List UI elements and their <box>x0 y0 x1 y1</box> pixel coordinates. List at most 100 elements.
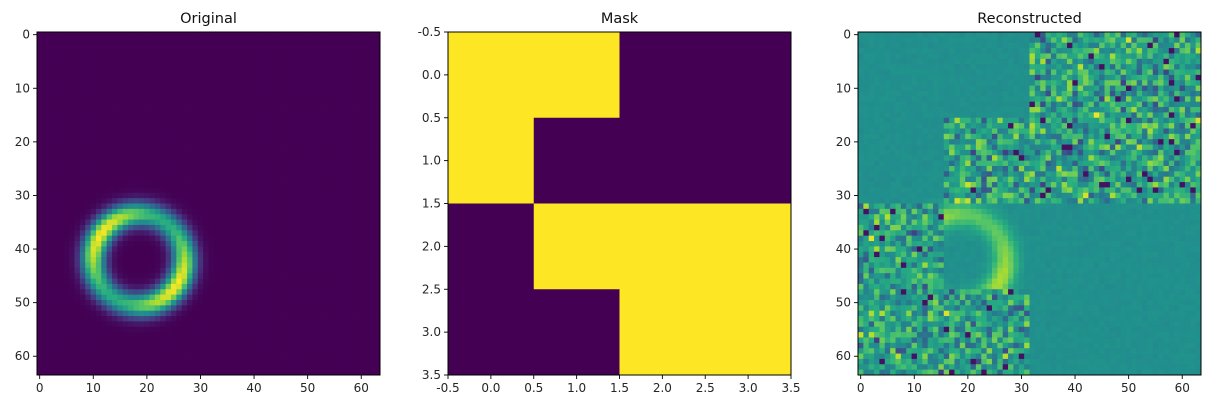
heatmap-cell <box>219 80 225 86</box>
heatmap-cell <box>37 107 43 113</box>
heatmap-cell <box>79 326 86 333</box>
heatmap-cell <box>315 144 322 151</box>
heatmap-cell <box>197 273 204 279</box>
heatmap-cell <box>256 278 263 285</box>
heatmap-cell <box>1040 53 1046 60</box>
heatmap-cell <box>229 171 236 178</box>
heatmap-cell <box>85 235 91 242</box>
heatmap-cell <box>927 37 934 44</box>
heatmap-cell <box>176 69 183 76</box>
heatmap-cell <box>331 187 338 194</box>
heatmap-cell <box>288 133 295 140</box>
heatmap-cell <box>1056 80 1063 86</box>
heatmap-cell <box>181 32 188 38</box>
heatmap-cell <box>192 176 199 183</box>
heatmap-cell <box>160 171 167 178</box>
heatmap-cell <box>299 342 306 349</box>
heatmap-cell <box>154 219 161 226</box>
heatmap-cell <box>331 273 338 279</box>
heatmap-cell <box>331 321 338 328</box>
heatmap-cell <box>970 85 977 92</box>
heatmap-cell <box>181 123 188 129</box>
heatmap-cell <box>170 139 177 145</box>
heatmap-cell <box>1040 74 1046 81</box>
heatmap-cell <box>369 214 376 220</box>
heatmap-cell <box>197 74 204 81</box>
heatmap-cell <box>219 48 225 54</box>
heatmap-cell <box>219 305 225 312</box>
heatmap-cell <box>144 342 150 349</box>
heatmap-cell <box>235 42 242 49</box>
heatmap-cell <box>256 241 263 247</box>
heatmap-cell <box>1002 37 1009 44</box>
heatmap-cell <box>170 32 177 38</box>
heatmap-cell <box>117 305 124 312</box>
heatmap-cell <box>294 305 301 312</box>
heatmap-cell <box>240 149 247 156</box>
heatmap-cell <box>213 64 220 70</box>
heatmap-cell <box>251 160 258 167</box>
heatmap-cell <box>224 64 231 70</box>
heatmap-cell <box>138 283 145 290</box>
heatmap-cell <box>363 149 370 156</box>
heatmap-cell <box>288 337 295 344</box>
heatmap-cell <box>927 48 934 54</box>
heatmap-cell <box>342 182 349 188</box>
heatmap-cell <box>272 149 279 156</box>
heatmap-cell <box>288 171 295 178</box>
heatmap-cell <box>37 90 43 97</box>
heatmap-cell <box>884 64 891 70</box>
heatmap-cell <box>133 257 140 263</box>
heatmap-cell <box>267 128 274 135</box>
heatmap-cell <box>240 337 247 344</box>
heatmap-cell <box>154 294 161 301</box>
heatmap-cell <box>304 165 311 172</box>
heatmap-cell <box>256 257 263 263</box>
heatmap-cell <box>251 332 258 338</box>
heatmap-cell <box>906 74 912 81</box>
heatmap-cell <box>321 203 327 210</box>
heatmap-cell <box>342 283 349 290</box>
heatmap-cell <box>112 133 118 140</box>
heatmap-cell <box>63 358 70 365</box>
heatmap-cell <box>101 117 108 124</box>
heatmap-cell <box>85 198 91 204</box>
heatmap-cell <box>170 289 177 296</box>
heatmap-cell <box>347 310 354 317</box>
heatmap-cell <box>267 37 274 44</box>
heatmap-cell <box>240 123 247 129</box>
heatmap-cell <box>240 224 247 231</box>
heatmap-cell <box>369 257 376 263</box>
heatmap-cell <box>283 369 290 376</box>
heatmap-cell <box>192 283 199 290</box>
heatmap-cell <box>321 332 327 338</box>
heatmap-cell <box>278 214 284 220</box>
heatmap-cell <box>187 294 193 301</box>
heatmap-cell <box>267 230 274 237</box>
heatmap-cell <box>181 53 188 60</box>
heatmap-cell <box>154 107 161 113</box>
heatmap-cell <box>342 332 349 338</box>
heatmap-cell <box>304 53 311 60</box>
heatmap-cell <box>315 160 322 167</box>
heatmap-cell <box>321 364 327 371</box>
heatmap-cell <box>128 58 134 65</box>
heatmap-cell <box>85 289 91 296</box>
heatmap-cell <box>363 182 370 188</box>
heatmap-cell <box>299 214 306 220</box>
heatmap-cell <box>374 144 381 151</box>
heatmap-cell <box>299 144 306 151</box>
heatmap-cell <box>165 69 172 76</box>
heatmap-cell <box>374 364 381 371</box>
heatmap-cell <box>256 149 263 156</box>
heatmap-cell <box>1024 53 1030 60</box>
heatmap-cell <box>256 176 263 183</box>
heatmap-cell <box>181 299 188 306</box>
heatmap-cell <box>337 316 343 322</box>
heatmap-cell <box>74 101 81 108</box>
heatmap-cell <box>246 316 252 322</box>
heatmap-cell <box>133 128 140 135</box>
heatmap-cell <box>315 273 322 279</box>
heatmap-cell <box>144 358 150 365</box>
heatmap-cell <box>906 69 912 76</box>
